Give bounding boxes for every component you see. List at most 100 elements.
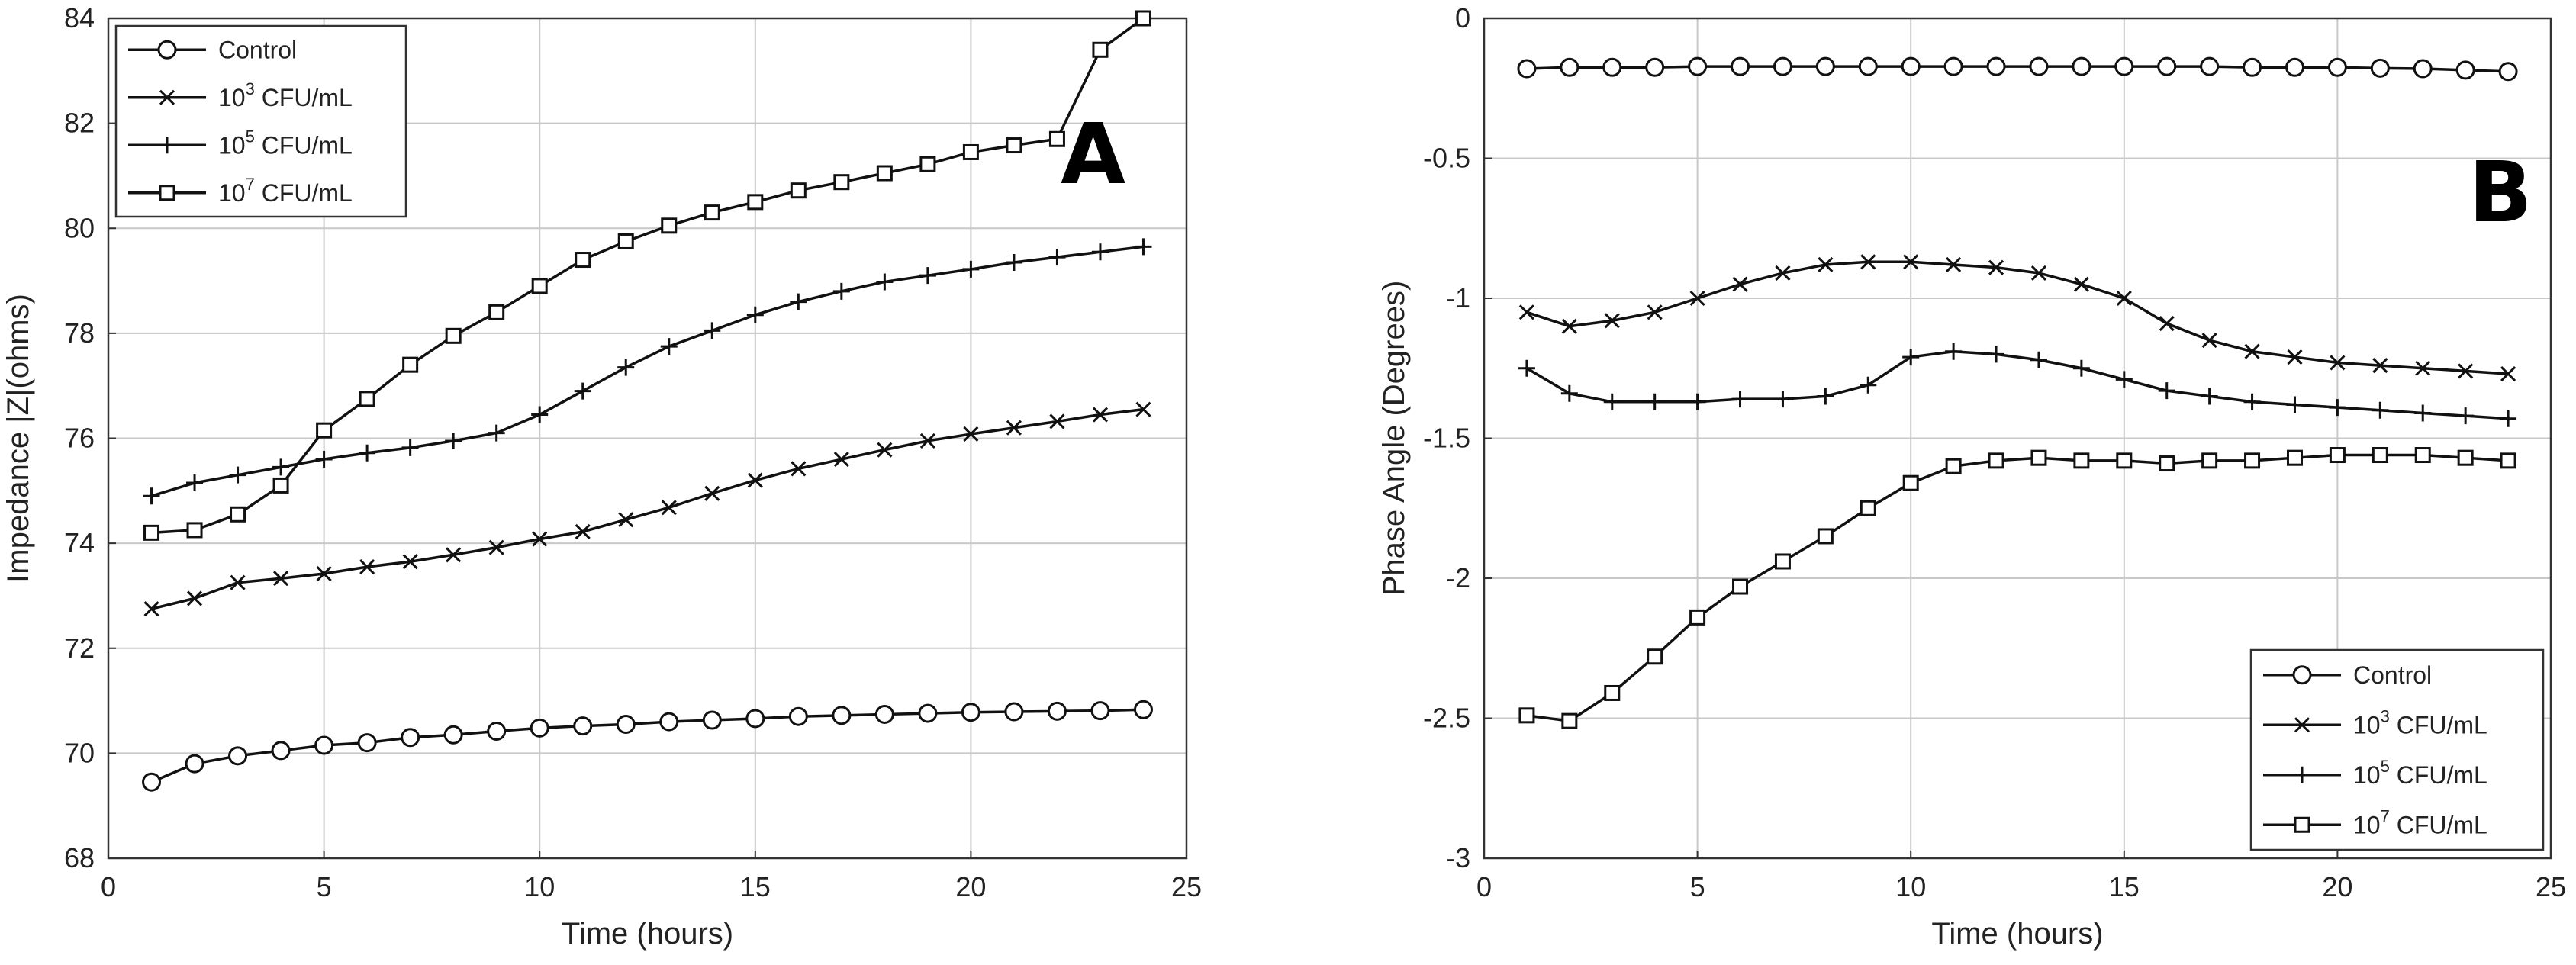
legend-entry-label: 107 CFU/mL: [218, 175, 353, 207]
legend-marker-circle: [157, 40, 177, 60]
data-point-circle: [357, 733, 377, 753]
series-square: [143, 10, 1151, 541]
legend-label-unit: CFU/mL: [2390, 811, 2487, 838]
data-point-square: [2201, 452, 2218, 469]
y-tick-label: 82: [64, 108, 95, 139]
legend-entry-label: Control: [2353, 661, 2432, 689]
data-point-circle: [1986, 56, 2006, 76]
data-point-circle: [271, 741, 291, 761]
data-point-plus: [359, 444, 376, 462]
legend-label-exponent: 5: [2381, 757, 2390, 776]
legend-label-exponent: 5: [246, 127, 255, 146]
data-point-circle: [2455, 60, 2475, 80]
data-point-square: [2329, 447, 2346, 464]
data-point-circle: [2285, 57, 2304, 77]
series-circle: [1517, 56, 2518, 82]
legend-label-name: Control: [218, 36, 297, 63]
data-point-plus: [2329, 399, 2346, 417]
data-point-x: [273, 571, 289, 587]
data-point-plus: [1005, 253, 1022, 271]
y-tick-label: -1.5: [1423, 423, 1470, 454]
data-point-square: [1902, 474, 1919, 491]
data-point-circle: [2029, 56, 2049, 76]
data-point-square: [445, 327, 462, 344]
data-point-x: [186, 590, 203, 606]
data-point-plus: [2030, 351, 2047, 368]
data-point-plus: [1135, 238, 1152, 256]
data-point-x: [2116, 290, 2132, 307]
legend-entry-label: 105 CFU/mL: [2353, 757, 2487, 789]
data-point-circle: [314, 735, 334, 755]
data-point-circle: [1004, 702, 1024, 722]
data-point-square: [1561, 712, 1578, 729]
data-point-circle: [1602, 57, 1622, 77]
data-point-circle: [1858, 56, 1878, 76]
data-point-plus: [1603, 393, 1621, 410]
series-x: [1518, 254, 2516, 382]
y-tick-label: -2: [1446, 562, 1470, 593]
data-point-plus: [2457, 407, 2475, 425]
x-tick-label: 20: [2322, 871, 2352, 902]
x-tick-label: 25: [2536, 871, 2566, 902]
legend-label-base: 10: [2353, 811, 2381, 838]
data-point-x: [2372, 358, 2388, 374]
data-point-square: [2372, 447, 2388, 464]
data-point-circle: [443, 725, 463, 745]
data-point-square: [1774, 553, 1791, 570]
data-point-plus: [186, 474, 204, 491]
data-point-x: [791, 461, 807, 477]
series-line: [151, 407, 1144, 610]
data-point-plus: [617, 359, 635, 376]
data-point-square: [2457, 449, 2474, 466]
data-point-circle: [1815, 56, 1835, 76]
data-point-x: [316, 565, 332, 582]
data-point-plus: [1774, 391, 1792, 408]
axes-frame: [107, 17, 1188, 860]
series-circle: [142, 700, 1153, 792]
legend-entry-label: 107 CFU/mL: [2353, 806, 2487, 838]
data-point-circle: [616, 715, 636, 735]
legend-label-unit: CFU/mL: [2390, 761, 2487, 789]
data-point-square: [143, 524, 160, 541]
legend-label-unit: CFU/mL: [255, 84, 353, 111]
data-point-x: [1903, 254, 1919, 270]
data-point-circle: [961, 703, 980, 722]
data-point-square: [2286, 449, 2303, 466]
data-point-square: [2159, 455, 2175, 472]
data-point-circle: [573, 716, 593, 736]
x-tick-label: 0: [1476, 871, 1492, 902]
data-point-circle: [832, 706, 852, 725]
data-point-x: [1946, 256, 1962, 273]
data-point-plus: [2286, 396, 2304, 413]
data-point-x: [2073, 276, 2089, 292]
data-point-plus: [272, 458, 290, 476]
y-tick-label: 78: [64, 317, 95, 349]
data-point-plus: [488, 424, 505, 442]
legend-marker-x: [159, 89, 175, 105]
data-point-square: [531, 278, 548, 294]
data-point-circle: [788, 706, 808, 726]
data-point-plus: [1988, 346, 2005, 363]
legend-label-unit: CFU/mL: [2390, 711, 2487, 738]
data-point-square: [1945, 458, 1962, 474]
y-tick-label: 74: [64, 527, 95, 558]
data-point-x: [359, 559, 375, 575]
data-point-x: [919, 433, 935, 449]
data-point-x: [1604, 313, 1620, 329]
data-point-circle: [1773, 56, 1792, 76]
data-point-plus: [1048, 249, 1066, 266]
data-point-plus: [401, 439, 419, 456]
data-point-plus: [143, 487, 160, 505]
y-tick-label: 80: [64, 212, 95, 243]
data-point-square: [359, 391, 375, 407]
legend-label-exponent: 7: [246, 175, 255, 194]
data-point-square: [230, 506, 246, 523]
data-point-square: [1518, 707, 1535, 724]
data-point-plus: [1902, 349, 1920, 366]
data-point-x: [704, 485, 720, 501]
data-point-square: [1732, 578, 1749, 595]
data-point-x: [2330, 355, 2346, 371]
x-axis-label: Time (hours): [562, 917, 733, 951]
data-point-square: [2414, 447, 2431, 464]
